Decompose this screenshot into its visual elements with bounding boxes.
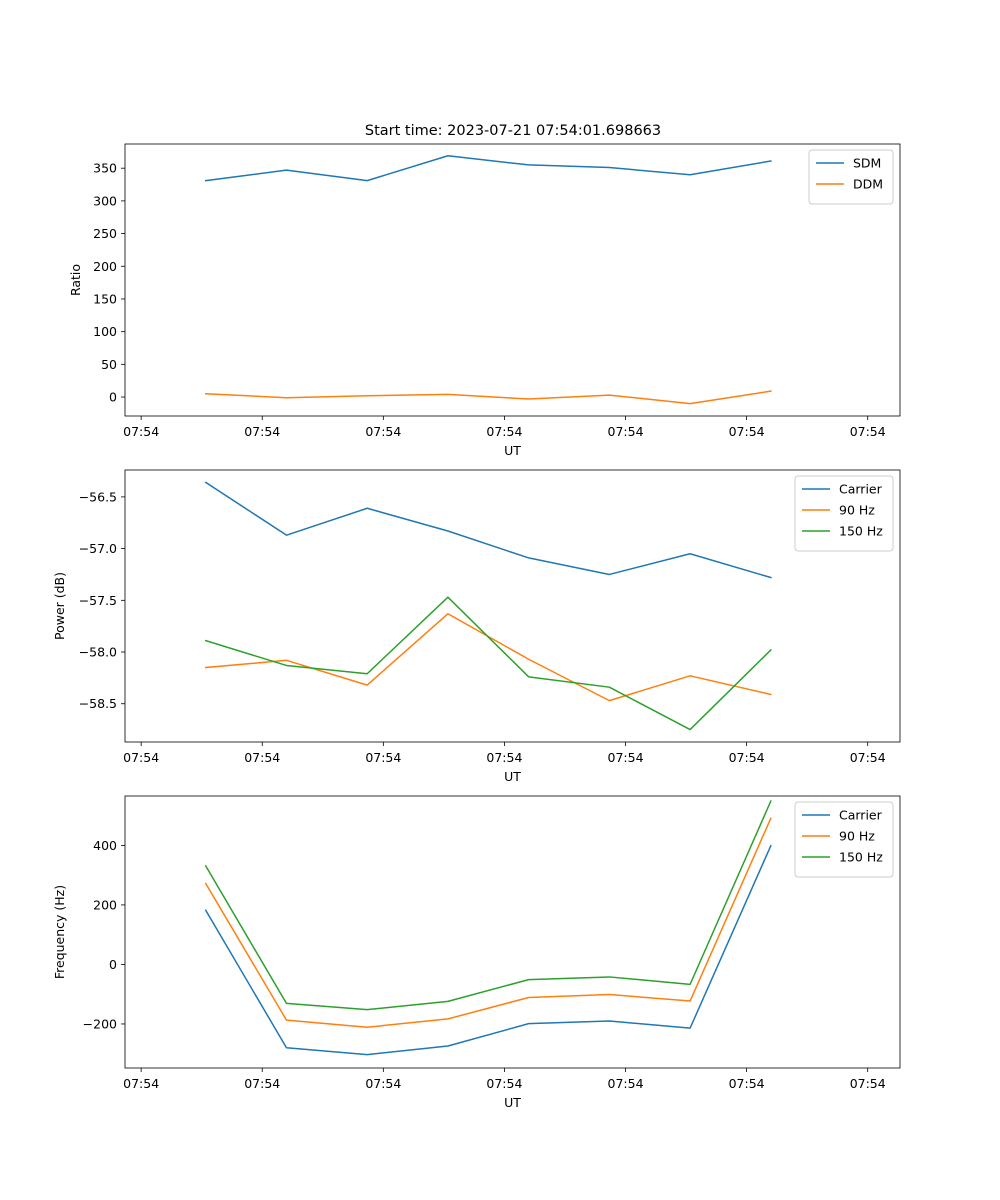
y-tick-label: 200 bbox=[93, 897, 117, 912]
y-tick-label: 250 bbox=[93, 226, 117, 241]
x-tick-label: 07:54 bbox=[850, 750, 886, 765]
legend-entry: Carrier bbox=[839, 808, 883, 823]
legend: Carrier 90 Hz 150 Hz bbox=[794, 475, 894, 552]
y-tick-label: 0 bbox=[109, 957, 117, 972]
x-tick-label: 07:54 bbox=[486, 1076, 522, 1091]
legend: SDM DDM bbox=[808, 149, 894, 205]
x-tick-label: 07:54 bbox=[608, 424, 644, 439]
series-line-150-hz bbox=[204, 800, 772, 1011]
legend-box bbox=[794, 801, 894, 878]
y-tick-label: 300 bbox=[93, 193, 117, 208]
legend-entry: DDM bbox=[853, 177, 883, 192]
series-line-sdm bbox=[204, 155, 772, 182]
x-tick-label: 07:54 bbox=[123, 750, 159, 765]
x-tick-label: 07:54 bbox=[850, 424, 886, 439]
x-axis-label: UT bbox=[504, 1095, 521, 1110]
x-tick-label: 07:54 bbox=[244, 750, 280, 765]
x-axis-label: UT bbox=[504, 769, 521, 784]
x-tick-label: 07:54 bbox=[729, 750, 765, 765]
x-tick-label: 07:54 bbox=[486, 424, 522, 439]
chart-panel-1: 07:54 07:54 07:54 07:54 07:54 07:54 07:54 0 50 10… bbox=[68, 143, 901, 458]
series-line-carrier bbox=[204, 481, 772, 579]
y-tick-label: −57.5 bbox=[79, 593, 117, 608]
y-tick-label: 50 bbox=[101, 357, 117, 372]
figure-title: Start time: 2023-07-21 07:54:01.698663 bbox=[365, 123, 661, 139]
legend-entry: 90 Hz bbox=[839, 503, 875, 518]
axes-frame bbox=[124, 795, 901, 1069]
series-line-90-hz bbox=[204, 817, 772, 1028]
series-group bbox=[204, 800, 772, 1056]
x-tick-label: 07:54 bbox=[244, 424, 280, 439]
legend-entry: 150 Hz bbox=[839, 524, 883, 539]
x-tick-label: 07:54 bbox=[244, 1076, 280, 1091]
legend-entry: 150 Hz bbox=[839, 850, 883, 865]
series-group bbox=[204, 155, 772, 405]
legend-box bbox=[794, 475, 894, 552]
y-tick-label: 100 bbox=[93, 324, 117, 339]
legend-entry: Carrier bbox=[839, 482, 883, 497]
x-tick-label: 07:54 bbox=[486, 750, 522, 765]
x-tick-label: 07:54 bbox=[608, 750, 644, 765]
chart-panel-2: 07:54 07:54 07:54 07:54 07:54 07:54 07:54 −56.5… bbox=[52, 469, 901, 784]
y-tick-label: 350 bbox=[93, 161, 117, 176]
x-tick-label: 07:54 bbox=[123, 424, 159, 439]
y-axis-label: Power (dB) bbox=[52, 572, 67, 640]
y-tick-label: 0 bbox=[109, 390, 117, 405]
y-tick-label: 400 bbox=[93, 838, 117, 853]
y-tick-label: −58.5 bbox=[79, 696, 117, 711]
x-tick-label: 07:54 bbox=[850, 1076, 886, 1091]
y-tick-label: −56.5 bbox=[79, 489, 117, 504]
y-tick-label: −57.0 bbox=[79, 541, 117, 556]
axes-frame bbox=[124, 469, 901, 743]
y-axis-label: Ratio bbox=[68, 264, 83, 296]
series-line-150-hz bbox=[204, 596, 772, 731]
x-tick-label: 07:54 bbox=[365, 424, 401, 439]
y-axis-label: Frequency (Hz) bbox=[52, 885, 67, 979]
x-tick-label: 07:54 bbox=[365, 750, 401, 765]
x-tick-label: 07:54 bbox=[729, 424, 765, 439]
y-tick-label: 150 bbox=[93, 291, 117, 306]
y-tick-label: 200 bbox=[93, 259, 117, 274]
y-tick-label: −58.0 bbox=[79, 645, 117, 660]
x-axis-label: UT bbox=[504, 443, 521, 458]
axes-frame bbox=[124, 143, 901, 417]
x-tick-label: 07:54 bbox=[729, 1076, 765, 1091]
y-tick-label: −200 bbox=[83, 1016, 117, 1031]
x-tick-label: 07:54 bbox=[608, 1076, 644, 1091]
legend-entry: 90 Hz bbox=[839, 829, 875, 844]
chart-panel-3: 07:54 07:54 07:54 07:54 07:54 07:54 07:54 400 20… bbox=[52, 795, 901, 1110]
series-group bbox=[204, 481, 772, 731]
x-tick-label: 07:54 bbox=[365, 1076, 401, 1091]
series-line-ddm bbox=[204, 390, 772, 405]
x-tick-label: 07:54 bbox=[123, 1076, 159, 1091]
legend-entry: SDM bbox=[853, 156, 881, 171]
series-line-carrier bbox=[204, 844, 772, 1056]
legend: Carrier 90 Hz 150 Hz bbox=[794, 801, 894, 878]
